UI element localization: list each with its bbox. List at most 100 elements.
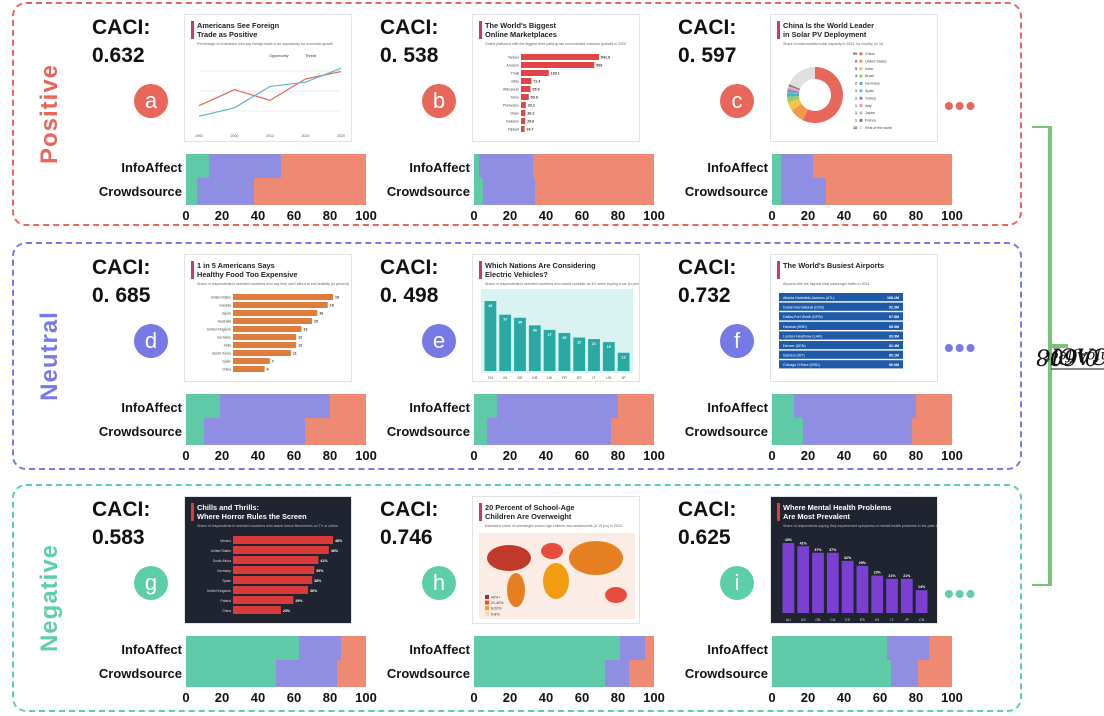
bar-value-label: 23% (283, 609, 291, 613)
x-tick-label: 60 (872, 208, 888, 223)
crowdsource-bar-row: Crowdsource (380, 178, 660, 205)
bar-mark (233, 358, 270, 364)
positive-label-container: Positive (24, 20, 76, 208)
caci-label: CACI: (92, 16, 151, 39)
crowdsource-bar-row: Crowdsource (678, 660, 958, 687)
x-tick-label: 0 (768, 448, 776, 463)
bar-category-label: JP (621, 376, 626, 380)
chart-title-line-2: Are Most Prevalent (783, 512, 850, 521)
chart-title-line-1: Americans See Foreign (197, 21, 280, 30)
bar-mark (521, 70, 549, 76)
summary-bracket (1032, 126, 1068, 586)
x-tick-label: 80 (610, 448, 626, 463)
bar-value-label: 38% (314, 579, 322, 583)
bar-mark (812, 552, 824, 613)
legend-swatch (859, 111, 863, 115)
caci-value: 0. 597 (678, 44, 737, 67)
bar-category-label: JP (905, 618, 910, 622)
bar-value-label: 16 (319, 312, 323, 316)
x-axis: 0 20 40 60 80 100 (768, 690, 962, 706)
segment-green (474, 636, 620, 663)
donut-value-label: 1 (855, 104, 857, 108)
bar-mark (233, 318, 312, 324)
legend-swatch (859, 96, 863, 100)
chart-subtitle: Estimated share of overweight school-age… (485, 524, 622, 528)
bar-mark (233, 536, 333, 544)
segment-purple (486, 418, 611, 445)
donut-category-label: United States (865, 59, 887, 63)
legend-swatch (859, 59, 863, 63)
bar-category-label: DE (518, 376, 524, 380)
segment-green (186, 178, 197, 205)
panel-i: CACI: 0.625 i Where Mental Health Problems A… (678, 496, 978, 716)
x-tick-label: 100 (355, 208, 377, 223)
crowdsource-stacked-bar (186, 660, 366, 687)
segment-green (772, 394, 794, 421)
bar-category-label: FR (562, 376, 567, 380)
x-tick-label: 0 (470, 690, 478, 705)
segment-purple (479, 154, 534, 181)
chart-subtitle: Share of respondents saying they experie… (783, 524, 938, 528)
chart-title-line-1: 20 Percent of School-Age (485, 503, 575, 512)
infoaffect-label: InfoAffect (409, 642, 470, 657)
airport-value: 80.1M (889, 354, 899, 358)
legend-swatch (485, 611, 489, 616)
bar-value-label: 32% (844, 556, 852, 560)
bar-value-label: 193.1 (551, 72, 560, 76)
caci-label: CACI: (678, 16, 737, 39)
airport-value: 108.1M (887, 296, 899, 300)
panel-e: CACI: 0. 498 e Which Nations Are Considerin… (380, 254, 680, 482)
legend-swatch (485, 595, 489, 599)
legend-label: 8-20% (491, 607, 502, 611)
x-tick-label: 60 (872, 690, 888, 705)
bar-value-label: 30 (533, 328, 537, 332)
chart-subtitle: Share of total installed solar capacity … (783, 42, 883, 46)
segment-purple (793, 394, 916, 421)
bar-category-label: Shein (510, 112, 519, 116)
bar-mark (602, 342, 615, 371)
segment-orange (281, 154, 366, 181)
x-tick-label: 100 (643, 690, 665, 705)
segment-green (474, 418, 487, 445)
x-tick-label: 100 (355, 690, 377, 705)
segment-green (186, 154, 210, 181)
panel-badge: d (134, 324, 168, 358)
chart-subtitle: Percentage of Americans who say foreign … (197, 42, 333, 46)
donut-value-label: 2 (855, 82, 857, 86)
segment-orange (628, 660, 654, 687)
bar-value-label: 14% (918, 585, 926, 589)
bar-category-label: ES (860, 618, 865, 622)
infoaffect-bar-row: InfoAffect (92, 636, 372, 663)
more-indicator-positive: ••• (944, 90, 977, 121)
map-region (507, 573, 525, 607)
segment-orange (610, 418, 654, 445)
bar-mark (617, 352, 630, 371)
bar-value-label: 29% (859, 561, 867, 565)
crowdsource-stacked-bar (474, 418, 654, 445)
x-tick-label: 20 (800, 448, 816, 463)
bar-value-label: 30.2 (527, 112, 534, 116)
bar-mark (588, 339, 600, 371)
legend-swatch (859, 74, 863, 78)
x-axis: 0 20 40 60 80 100 (768, 208, 962, 224)
bar-category-label: US (606, 376, 612, 380)
segment-green (772, 418, 803, 445)
infoaffect-stacked-bar (186, 394, 366, 421)
bar-value-label: 43% (785, 538, 793, 542)
x-tick-label: 80 (322, 448, 338, 463)
legend-swatch (485, 600, 489, 605)
bar-mark (521, 78, 532, 84)
panel-badge: b (422, 84, 456, 118)
bar-mark (521, 102, 526, 108)
segment-orange (337, 660, 366, 687)
bar-value-label: 12 (622, 356, 626, 360)
segment-orange (912, 418, 952, 445)
panel-badge: c (720, 84, 754, 118)
bar-mark (558, 332, 571, 371)
bar-category-label: South Korea (212, 352, 231, 356)
donut-category-label: Brazil (865, 74, 874, 78)
